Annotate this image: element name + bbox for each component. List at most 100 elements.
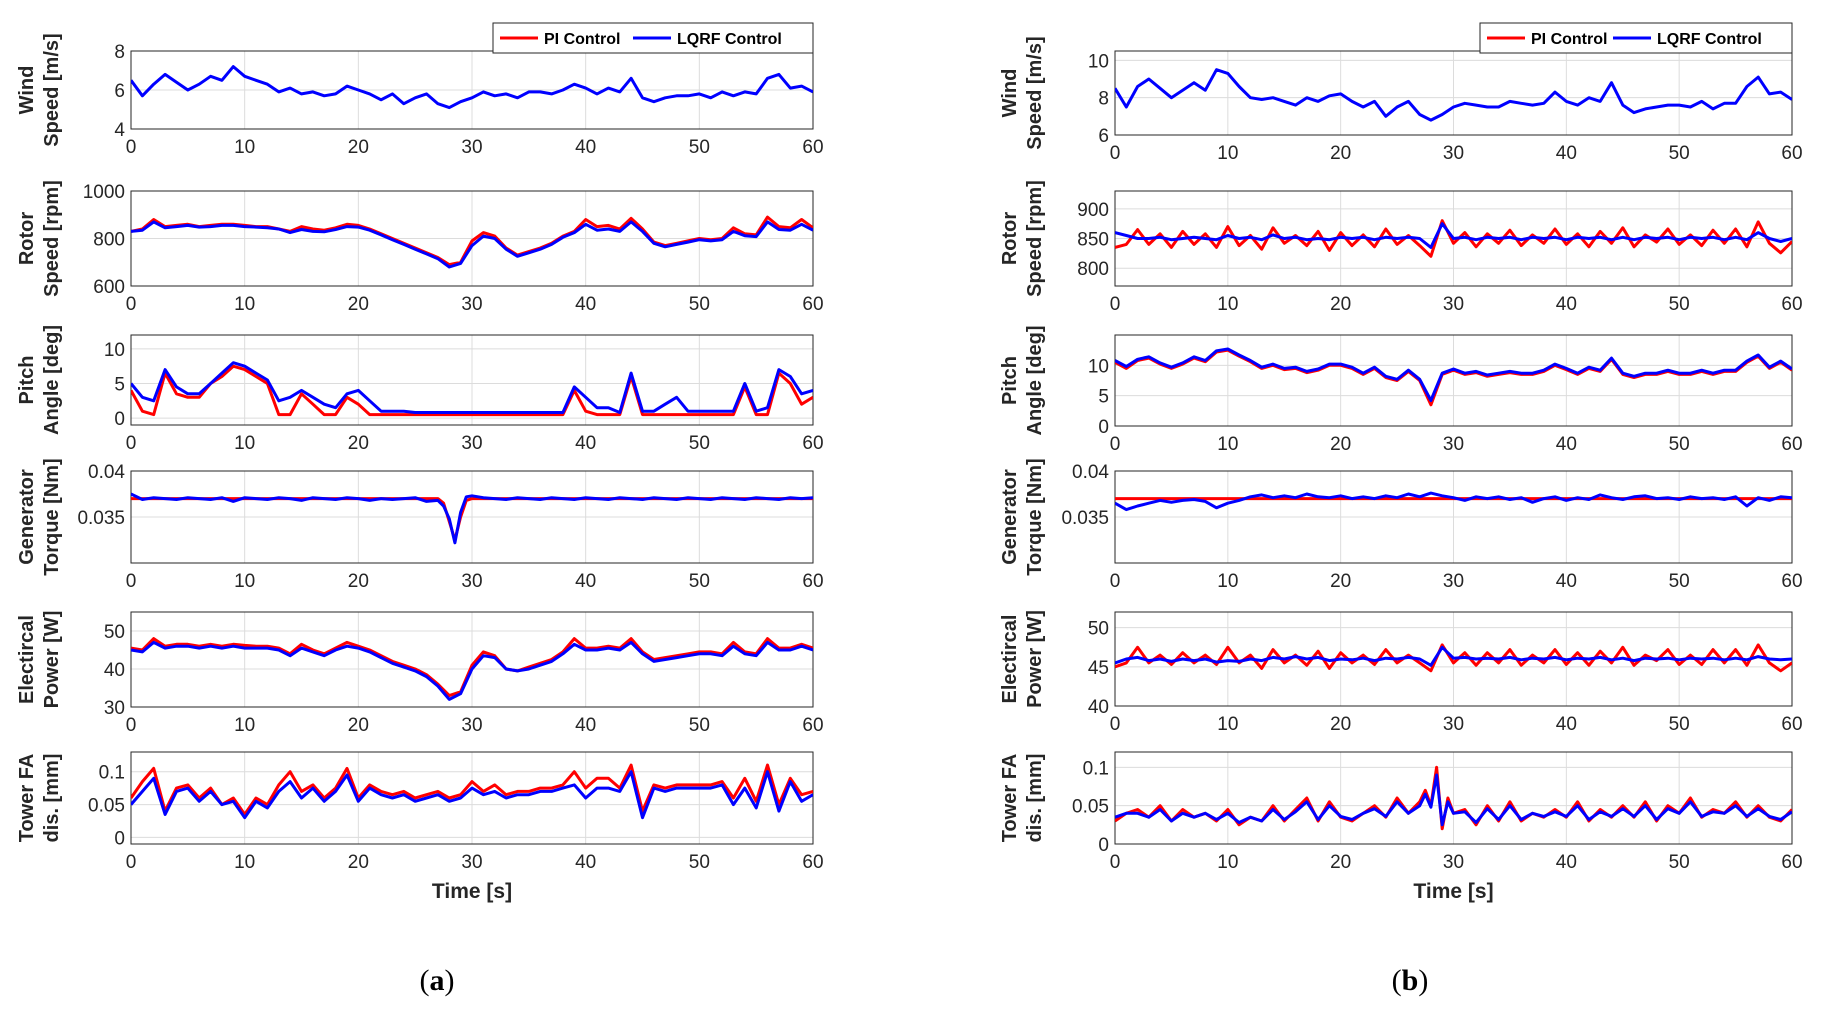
y-axis-label: Power [W]: [1024, 610, 1046, 708]
y-tick-label: 40: [104, 660, 125, 681]
x-tick-label: 0: [1110, 571, 1121, 592]
x-tick-label: 50: [689, 433, 710, 454]
x-tick-label: 20: [1330, 143, 1351, 164]
legend-label: PI Control: [1531, 31, 1607, 48]
x-tick-label: 30: [1443, 571, 1464, 592]
x-tick-label: 20: [1330, 434, 1351, 455]
x-tick-label: 60: [802, 571, 823, 592]
y-axis-label: Speed [rpm]: [41, 180, 63, 297]
series-line-lqrf: [1115, 68, 1792, 122]
series-line-lqrf: [1115, 347, 1792, 402]
y-tick-label: 800: [1077, 259, 1109, 280]
x-tick-label: 30: [461, 571, 482, 592]
axes-frame: [1114, 470, 1793, 564]
x-tick-label: 60: [1781, 852, 1802, 873]
x-tick-label: 30: [1443, 714, 1464, 735]
y-tick-label: 5: [114, 374, 125, 395]
y-tick-label: 8: [1098, 89, 1109, 110]
x-tick-label: 50: [1669, 434, 1690, 455]
y-axis-label: Generator: [999, 469, 1021, 565]
x-tick-label: 40: [575, 715, 596, 736]
y-axis-label: Torque [Nm]: [1024, 458, 1046, 575]
y-axis-label: dis. [mm]: [1024, 754, 1046, 843]
axes-frame: [130, 334, 814, 426]
x-tick-label: 40: [1556, 714, 1577, 735]
x-tick-label: 40: [575, 294, 596, 315]
x-tick-label: 10: [1217, 294, 1238, 315]
x-tick-label: 20: [348, 571, 369, 592]
axes-frame: [130, 50, 814, 130]
y-tick-label: 6: [1098, 126, 1109, 147]
y-tick-label: 850: [1077, 230, 1109, 251]
x-tick-label: 60: [1781, 434, 1802, 455]
x-tick-label: 10: [234, 715, 255, 736]
x-tick-label: 20: [1330, 852, 1351, 873]
subplot-b-4: 0 10 20 30 40 50 60 40 45 50 Electircal Power [W]: [999, 610, 1803, 735]
x-tick-label: 10: [234, 433, 255, 454]
x-tick-label: 40: [575, 137, 596, 158]
y-tick-label: 10: [104, 340, 125, 361]
y-tick-label: 0: [114, 409, 125, 430]
x-tick-label: 60: [802, 433, 823, 454]
x-tick-label: 30: [1443, 143, 1464, 164]
x-tick-label: 10: [1217, 434, 1238, 455]
y-tick-label: 0.05: [1072, 797, 1109, 818]
y-tick-label: 1000: [83, 182, 125, 203]
y-axis-label: Speed [m/s]: [1024, 36, 1046, 149]
x-tick-label: 50: [689, 294, 710, 315]
x-tick-label: 60: [1781, 571, 1802, 592]
y-axis-label: Pitch: [999, 356, 1021, 405]
y-axis-label: Power [W]: [41, 611, 63, 709]
x-tick-label: 30: [461, 852, 482, 873]
x-tick-label: 20: [1330, 294, 1351, 315]
x-tick-label: 0: [1110, 852, 1121, 873]
x-tick-label: 0: [1110, 714, 1121, 735]
x-tick-label: 10: [234, 852, 255, 873]
x-tick-label: 30: [461, 715, 482, 736]
x-tick-label: 30: [1443, 852, 1464, 873]
x-tick-label: 50: [689, 571, 710, 592]
series-line-lqrf: [1115, 645, 1792, 667]
axes-frame: [130, 190, 814, 287]
x-tick-label: 60: [802, 715, 823, 736]
y-tick-label: 600: [93, 277, 125, 298]
y-tick-label: 45: [1088, 658, 1109, 679]
x-tick-label: 30: [461, 137, 482, 158]
caption-open: (: [420, 964, 430, 997]
x-tick-label: 50: [1669, 714, 1690, 735]
x-tick-label: 20: [348, 137, 369, 158]
series-line-lqrf: [131, 361, 813, 414]
x-tick-label: 60: [1781, 143, 1802, 164]
y-axis-label: Speed [rpm]: [1024, 180, 1046, 297]
caption-letter: a: [430, 964, 445, 997]
x-tick-label: 40: [1556, 294, 1577, 315]
series-line-lqrf: [131, 492, 813, 545]
y-tick-label: 0.1: [99, 763, 125, 784]
subplot-b-0: 0 10 20 30 40 50 60 6 8 10 Wind Speed [m/s]: [999, 36, 1803, 164]
x-tick-label: 20: [1330, 571, 1351, 592]
y-tick-label: 0.05: [88, 796, 125, 817]
y-axis-label: Tower FA: [16, 754, 38, 843]
axes-frame: [1114, 334, 1793, 427]
subplot-a-0: 0 10 20 30 40 50 60 4 6 8 Wind Speed [m/s]: [16, 33, 824, 158]
y-axis-label: Electircal: [999, 615, 1021, 704]
y-tick-label: 800: [93, 230, 125, 251]
x-tick-label: 20: [348, 294, 369, 315]
y-tick-label: 0.035: [1061, 508, 1109, 529]
axes-frame: [1114, 50, 1793, 136]
y-axis-label: Angle [deg]: [41, 325, 63, 435]
x-tick-label: 20: [1330, 714, 1351, 735]
y-axis-label: Tower FA: [999, 754, 1021, 843]
y-tick-label: 0.04: [88, 462, 125, 483]
legend-label: PI Control: [544, 31, 620, 48]
caption-letter: b: [1402, 964, 1419, 997]
subplot-a-2: 0 10 20 30 40 50 60 0 5 10 Pitch Angle [deg]: [16, 325, 824, 454]
y-tick-label: 0: [114, 828, 125, 849]
caption-close: ): [445, 964, 455, 997]
series-line-lqrf: [1115, 773, 1792, 827]
x-tick-label: 40: [575, 852, 596, 873]
y-tick-label: 0.04: [1072, 462, 1109, 483]
